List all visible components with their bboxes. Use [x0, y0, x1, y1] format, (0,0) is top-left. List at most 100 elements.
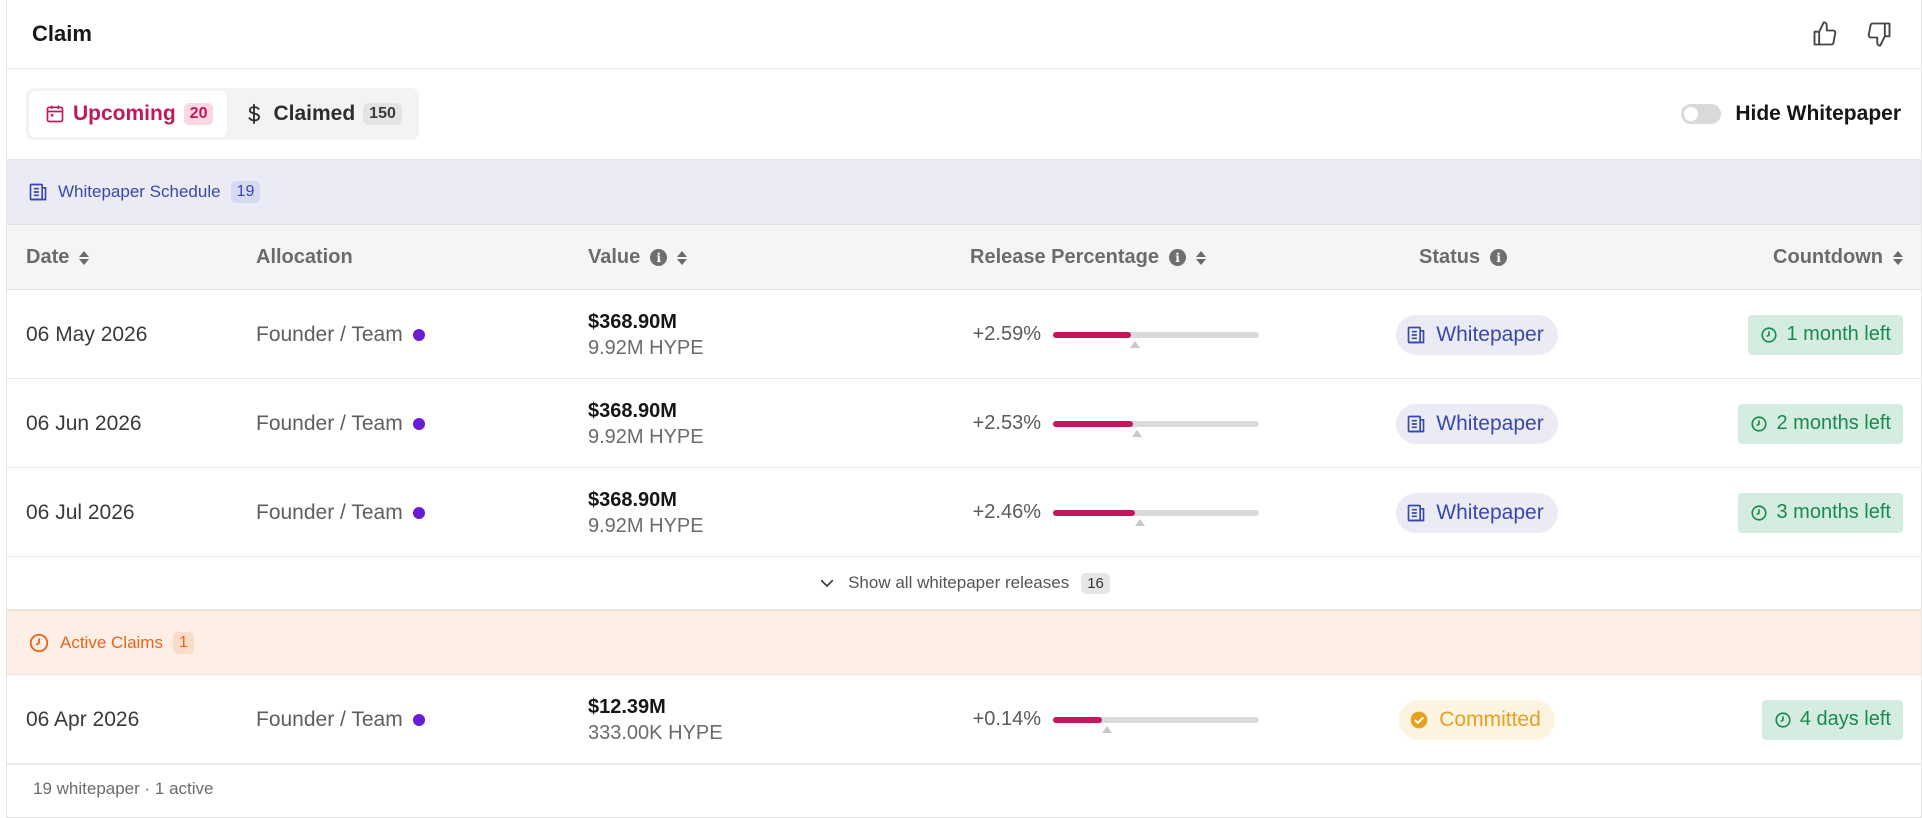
chevron-down-icon	[820, 579, 834, 588]
status-label: Whitepaper	[1436, 500, 1544, 524]
row-value: $368.90M 9.92M HYPE	[588, 290, 704, 379]
row-date: 06 Jun 2026	[26, 411, 142, 435]
tab-claimed-count: 150	[363, 103, 402, 125]
dollar-icon	[248, 103, 261, 125]
release-bar-fill	[1053, 716, 1103, 723]
info-icon[interactable]: i	[1169, 249, 1187, 266]
col-date-label: Date	[26, 246, 70, 268]
countdown-badge: 3 months left	[1738, 492, 1903, 533]
show-all-label: Show all whitepaper releases	[848, 573, 1070, 592]
release-marker	[1134, 518, 1145, 526]
status-badge: Whitepaper	[1396, 403, 1558, 444]
value-usd: $368.90M	[588, 488, 677, 511]
tab-upcoming-count: 20	[183, 103, 214, 125]
col-status: Status i	[1419, 225, 1508, 290]
row-allocation: Founder / Team	[256, 290, 425, 379]
release-marker	[1132, 429, 1143, 437]
sort-icon[interactable]	[677, 250, 688, 265]
thumbs-up-icon[interactable]	[1809, 18, 1841, 50]
row-status: Whitepaper	[1387, 290, 1567, 379]
hide-whitepaper-label: Hide Whitepaper	[1735, 102, 1901, 125]
row-release: +2.53%	[947, 379, 1259, 468]
col-allocation-label: Allocation	[256, 246, 353, 268]
table-row[interactable]: 06 May 2026 Founder / Team $368.90M 9.92M…	[7, 290, 1921, 379]
col-release[interactable]: Release Percentage i	[970, 225, 1207, 290]
info-icon[interactable]: i	[1490, 249, 1508, 266]
countdown-label: 1 month left	[1786, 323, 1891, 345]
status-badge: Whitepaper	[1396, 492, 1558, 533]
value-usd: $12.39M	[588, 695, 666, 718]
row-release: +2.59%	[947, 290, 1259, 379]
value-tokens: 9.92M HYPE	[588, 336, 704, 359]
thumbs-down-icon[interactable]	[1863, 18, 1895, 50]
card-header: Claim	[7, 0, 1921, 69]
col-release-label: Release Percentage	[970, 246, 1160, 268]
check-circle-icon	[1410, 711, 1428, 728]
tab-claimed-label: Claimed	[273, 102, 356, 125]
row-date: 06 May 2026	[26, 322, 148, 346]
status-label: Committed	[1439, 707, 1541, 731]
row-value: $368.90M 9.92M HYPE	[588, 379, 704, 468]
release-bar-fill	[1053, 509, 1136, 516]
release-bar	[1053, 420, 1259, 437]
allocation-dot	[412, 328, 425, 341]
row-date: 06 Apr 2026	[26, 707, 140, 731]
release-bar	[1053, 509, 1259, 526]
row-countdown: 2 months left	[1738, 379, 1903, 468]
table-footer: 19 whitepaper · 1 active	[7, 764, 1921, 812]
col-date[interactable]: Date	[26, 225, 90, 290]
row-countdown: 3 months left	[1738, 468, 1903, 557]
clock-icon	[29, 633, 49, 652]
table-row[interactable]: 06 Jul 2026 Founder / Team $368.90M 9.92M…	[7, 468, 1921, 557]
show-all-count: 16	[1081, 572, 1110, 594]
sort-icon[interactable]	[1196, 250, 1207, 265]
whitepaper-section-label: Whitepaper Schedule	[58, 182, 221, 201]
countdown-label: 2 months left	[1776, 412, 1891, 434]
hide-whitepaper-toggle[interactable]	[1681, 104, 1722, 124]
tab-upcoming[interactable]: Upcoming 20	[29, 91, 228, 137]
value-tokens: 9.92M HYPE	[588, 514, 704, 537]
document-icon	[29, 183, 47, 201]
status-badge: Committed	[1399, 699, 1555, 740]
row-value: $12.39M 333.00K HYPE	[588, 675, 723, 764]
release-pct: +2.46%	[972, 501, 1041, 523]
col-countdown[interactable]: Countdown	[1773, 225, 1903, 290]
allocation-dot	[412, 713, 425, 726]
show-all-releases-button[interactable]: Show all whitepaper releases 16	[7, 557, 1921, 610]
document-icon	[1407, 326, 1425, 343]
active-section-count: 1	[172, 631, 194, 654]
tabs-row: Upcoming 20 Claimed 150 Hide Whitepaper	[7, 69, 1921, 160]
table-row[interactable]: 06 Jun 2026 Founder / Team $368.90M 9.92M…	[7, 379, 1921, 468]
release-pct: +2.59%	[972, 323, 1041, 345]
release-marker	[1101, 725, 1112, 733]
countdown-badge: 1 month left	[1748, 314, 1903, 355]
allocation-dot	[412, 506, 425, 519]
release-pct: +2.53%	[972, 412, 1041, 434]
table-row[interactable]: 06 Apr 2026 Founder / Team $12.39M 333.00…	[7, 675, 1921, 764]
row-countdown: 1 month left	[1748, 290, 1903, 379]
allocation-label: Founder / Team	[256, 707, 403, 731]
release-bar	[1053, 331, 1259, 348]
row-release: +0.14%	[947, 675, 1259, 764]
clock-icon	[1751, 415, 1768, 432]
col-value-label: Value	[588, 246, 641, 268]
page-title: Claim	[32, 21, 92, 46]
tab-switcher: Upcoming 20 Claimed 150	[26, 88, 419, 140]
clock-icon	[1775, 711, 1791, 728]
info-icon[interactable]: i	[650, 249, 668, 266]
value-tokens: 333.00K HYPE	[588, 721, 723, 744]
col-status-label: Status	[1419, 246, 1481, 268]
sort-icon[interactable]	[79, 250, 90, 265]
active-claims-section-header: Active Claims 1	[7, 610, 1921, 675]
sort-icon[interactable]	[1893, 250, 1903, 265]
row-value: $368.90M 9.92M HYPE	[588, 468, 704, 557]
row-release: +2.46%	[947, 468, 1259, 557]
feedback-actions	[1809, 18, 1895, 50]
tab-claimed[interactable]: Claimed 150	[227, 91, 415, 137]
col-value[interactable]: Value i	[588, 225, 688, 290]
row-allocation: Founder / Team	[256, 675, 425, 764]
claim-card: Claim Upcoming 20 Claimed 150 H	[6, 0, 1922, 818]
release-pct: +0.14%	[972, 708, 1041, 730]
document-icon	[1407, 415, 1425, 432]
row-allocation: Founder / Team	[256, 379, 425, 468]
